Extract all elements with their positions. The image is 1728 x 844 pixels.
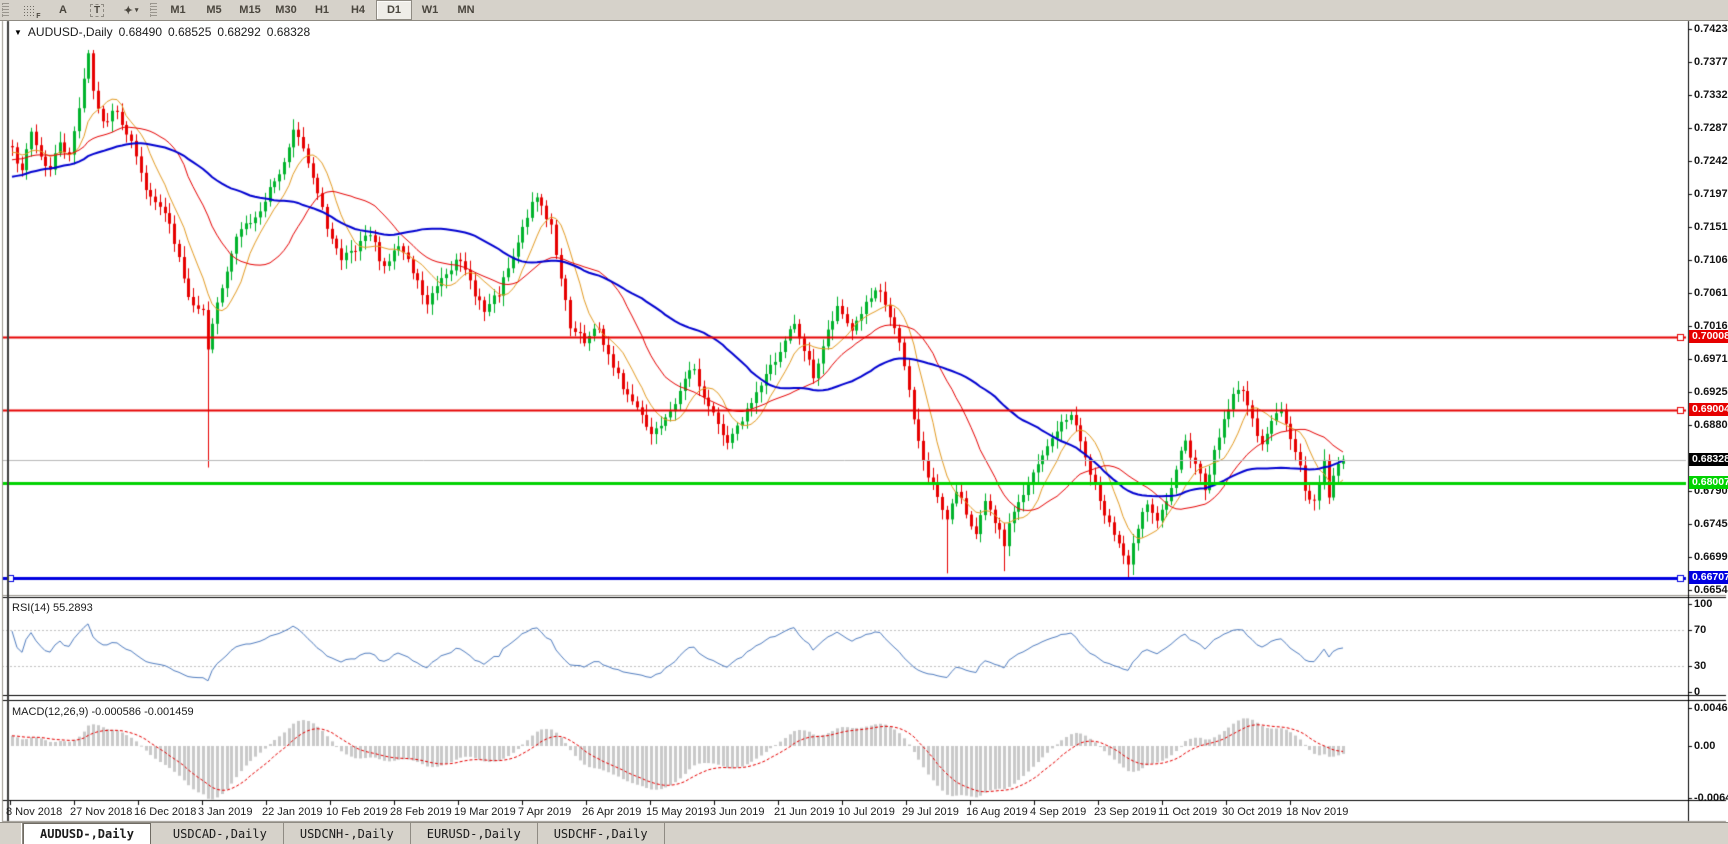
- collapse-triangle-icon[interactable]: ▼: [14, 27, 22, 37]
- timeframe-button-w1[interactable]: W1: [421, 4, 439, 16]
- rsi-axis-label: 100: [1694, 598, 1713, 610]
- timeframe-button-m1[interactable]: M1: [170, 4, 186, 16]
- date-axis-label: 16 Aug 2019: [966, 806, 1028, 818]
- ohlc-close: 0.68328: [266, 25, 311, 39]
- macd-axis-label: -0.006427: [1694, 792, 1728, 804]
- arrow-a-icon: A: [59, 4, 67, 16]
- date-axis-label: 10 Feb 2019: [326, 806, 388, 818]
- resistance-line-2-price-tag: 0.69004: [1689, 403, 1728, 416]
- date-axis-label: 28 Feb 2019: [390, 806, 452, 818]
- resistance-line-1-price-tag: 0.70008: [1689, 330, 1728, 343]
- macd-pane-label: MACD(12,26,9) -0.000586 -0.001459: [12, 706, 194, 718]
- date-axis-label: 21 Jun 2019: [774, 806, 835, 818]
- support-line-blue-price-tag: 0.66707: [1689, 571, 1728, 584]
- date-axis-label: 27 Nov 2018: [70, 806, 133, 818]
- text-tool-button[interactable]: T: [80, 0, 114, 20]
- price-axis-label: 0.66540: [1694, 584, 1728, 596]
- symbol-tab-usdchf[interactable]: USDCHF-,Daily: [538, 823, 665, 844]
- chevron-down-icon: ▾: [134, 7, 139, 14]
- date-axis-label: 30 Oct 2019: [1222, 806, 1282, 818]
- symbol-tab-usdcad[interactable]: USDCAD-,Daily: [157, 823, 284, 844]
- grid-f-icon: F: [22, 4, 41, 20]
- crosshair-style-icon: ✦: [123, 4, 133, 17]
- ohlc-open: 0.68490: [118, 25, 162, 39]
- chart-title: ▼ AUDUSD-,Daily 0.68490 0.68525 0.68292 0.683…: [14, 25, 310, 39]
- toolbar-grip[interactable]: [2, 3, 9, 17]
- macd-values: -0.000586 -0.001459: [91, 706, 194, 718]
- date-axis-label: 3 Jun 2019: [710, 806, 765, 818]
- macd-axis-label: 0.004696: [1694, 702, 1728, 714]
- tab-scroll-gutter[interactable]: [0, 823, 23, 844]
- date-axis-label: 19 Mar 2019: [454, 806, 516, 818]
- rsi-axis-label: 70: [1694, 624, 1707, 636]
- bid-price-tag: 0.68328: [1689, 453, 1728, 466]
- rsi-axis-label: 30: [1694, 660, 1707, 672]
- ohlc-low: 0.68292: [217, 25, 261, 39]
- symbol-tab-eurusd[interactable]: EURUSD-,Daily: [411, 823, 538, 844]
- timeframe-button-m30[interactable]: M30: [275, 4, 297, 16]
- timeframe-button-m5[interactable]: M5: [206, 4, 222, 16]
- text-tool-icon: T: [89, 3, 105, 17]
- date-axis-label: 7 Apr 2019: [518, 806, 572, 818]
- top-toolbar: F A T ✦ ▾ M1 M5 M15 M30 H1 H4 D1 W1 MN: [0, 0, 1728, 21]
- symbol-tab-usdcnh[interactable]: USDCNH-,Daily: [284, 823, 411, 844]
- date-axis-label: 26 Apr 2019: [582, 806, 642, 818]
- date-axis[interactable]: 8 Nov 2018 27 Nov 2018 16 Dec 2018 3 Jan 20…: [0, 806, 1728, 822]
- macd-axis-label: 0.00: [1694, 740, 1716, 752]
- date-axis-label: 8 Nov 2018: [6, 806, 63, 818]
- timeframe-button-h4[interactable]: H4: [350, 4, 366, 16]
- timeframe-button-mn[interactable]: MN: [457, 4, 475, 16]
- date-axis-label: 29 Jul 2019: [902, 806, 959, 818]
- date-axis-label: 18 Nov 2019: [1286, 806, 1349, 818]
- date-axis-label: 4 Sep 2019: [1030, 806, 1087, 818]
- rsi-axis-label: 0: [1694, 686, 1701, 698]
- date-axis-label: 23 Sep 2019: [1094, 806, 1157, 818]
- support-line-green-price-tag: 0.68007: [1689, 476, 1728, 489]
- date-axis-label: 15 May 2019: [646, 806, 710, 818]
- date-axis-label: 3 Jan 2019: [198, 806, 253, 818]
- arrow-a-button[interactable]: A: [46, 0, 80, 20]
- date-axis-label: 16 Dec 2018: [134, 806, 197, 818]
- rsi-pane-label: RSI(14) 55.2893: [12, 602, 93, 614]
- toolbar-grip[interactable]: [150, 3, 157, 17]
- date-axis-label: 22 Jan 2019: [262, 806, 323, 818]
- timeframe-button-m15[interactable]: M15: [239, 4, 261, 16]
- timeframe-button-h1[interactable]: H1: [314, 4, 330, 16]
- symbol-tab-bar: AUDUSD-,Daily USDCAD-,Daily USDCNH-,Daily E…: [0, 822, 1728, 844]
- symbol-tab-audusd[interactable]: AUDUSD-,Daily: [23, 823, 151, 844]
- timeframe-button-group: M1 M5 M15 M30 H1 H4 D1 W1 MN: [160, 0, 484, 20]
- date-axis-label: 11 Oct 2019: [1158, 806, 1218, 818]
- chart-symbol-label: AUDUSD-,Daily: [27, 25, 113, 39]
- date-axis-label: 10 Jul 2019: [838, 806, 895, 818]
- grid-f-button[interactable]: F: [12, 0, 46, 20]
- ohlc-high: 0.68525: [168, 25, 212, 39]
- rsi-value: 55.2893: [52, 602, 93, 614]
- timeframe-button-d1[interactable]: D1: [376, 0, 412, 20]
- crosshair-style-button[interactable]: ✦ ▾: [114, 0, 148, 20]
